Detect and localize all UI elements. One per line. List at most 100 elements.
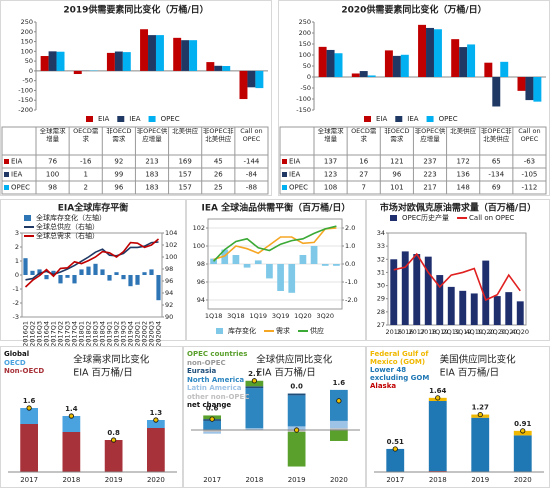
table-header-cell-box: 非OECD需求 bbox=[384, 128, 409, 142]
legend-label: Non-OECD bbox=[4, 367, 45, 375]
bar bbox=[239, 70, 248, 100]
y2-tick-label: 104 bbox=[165, 229, 177, 237]
bar bbox=[155, 35, 164, 71]
x-tick-label: 2019Q1 bbox=[106, 321, 114, 347]
table-cell: 136 bbox=[456, 171, 470, 179]
table-header-cell-box: Call on OPEC bbox=[518, 128, 540, 142]
x-tick-label: 3Q19 bbox=[272, 312, 290, 320]
bar bbox=[447, 286, 455, 325]
legend-label: 全球库存变化（左轴） bbox=[36, 213, 106, 222]
chart-title: 全球需求同比变化 bbox=[73, 354, 150, 366]
legend-swatch bbox=[117, 116, 125, 122]
bar bbox=[525, 77, 534, 101]
y-tick-label: -2 bbox=[13, 299, 19, 307]
total-marker bbox=[435, 395, 441, 401]
bar bbox=[277, 264, 284, 291]
table-cell: 223 bbox=[423, 171, 436, 179]
table-header-cell: 非OPEC供应增量 bbox=[414, 128, 446, 143]
data-label: 1.4 bbox=[65, 405, 78, 413]
bar-segment bbox=[245, 388, 264, 429]
line bbox=[213, 225, 337, 262]
table-cell: 1 bbox=[83, 171, 87, 179]
data-label: 0.6 bbox=[206, 404, 219, 412]
y-tick-label: 28 bbox=[377, 308, 385, 316]
legend-label: IEA bbox=[407, 115, 418, 123]
bar bbox=[40, 56, 49, 71]
y-tick-label: 96 bbox=[197, 278, 205, 286]
bar bbox=[222, 66, 231, 71]
chart-title: 2020供需要素同比变化（万桶/日） bbox=[341, 4, 486, 16]
table-cell: 16 bbox=[359, 158, 368, 166]
x-tick-label: 2017Q4 bbox=[71, 321, 79, 347]
bar bbox=[310, 246, 318, 264]
bar bbox=[426, 27, 434, 77]
legend-item: 全球总需求（右轴） bbox=[24, 231, 99, 240]
y2-tick-label: 92 bbox=[165, 301, 173, 309]
legend-label-box: Global bbox=[4, 350, 29, 358]
table-row-label: EIA bbox=[289, 158, 300, 166]
x-tick-label: 3Q20 bbox=[316, 312, 334, 320]
bar bbox=[401, 251, 409, 325]
legend-label-box: Eurasia bbox=[187, 367, 216, 375]
chart-subtitle: EIA 百万桶/日 bbox=[440, 367, 500, 379]
bar bbox=[79, 269, 84, 275]
x-tick-label: 2018 bbox=[429, 476, 447, 484]
legend-item: 库存变化 bbox=[216, 326, 256, 335]
bar bbox=[214, 65, 223, 71]
y2-tick-label: 1.0 bbox=[345, 242, 355, 250]
y-tick-label: 94 bbox=[197, 296, 205, 304]
legend-item: 全球总供应（右轴） bbox=[24, 222, 99, 231]
x-tick-label: 2017 bbox=[203, 476, 221, 484]
bar-segment bbox=[330, 389, 348, 421]
x-tick-label: 2Q20 bbox=[488, 328, 506, 336]
y-tick-label: 34 bbox=[377, 229, 385, 237]
bar-segment bbox=[287, 431, 306, 467]
bar bbox=[247, 70, 256, 88]
legend-label: 需求 bbox=[276, 326, 290, 335]
legend-item: 供应 bbox=[298, 326, 324, 335]
y2-tick-label: 98 bbox=[165, 265, 173, 273]
plot-frame bbox=[387, 232, 527, 326]
x-tick-label: 2017 bbox=[386, 476, 404, 484]
table-header-cell: 非OPEC供应增量 bbox=[136, 128, 168, 143]
table-cell: 2 bbox=[83, 184, 87, 192]
legend-label: 库存变化 bbox=[228, 326, 256, 335]
legend-label-box: North America bbox=[187, 376, 244, 384]
x-tick-label: 2016Q4 bbox=[43, 321, 51, 347]
bar bbox=[121, 275, 126, 280]
bar bbox=[517, 77, 526, 91]
bar bbox=[100, 269, 105, 275]
y-tick-label: 1 bbox=[15, 257, 19, 265]
data-label: 1.27 bbox=[472, 404, 489, 412]
bar-segment bbox=[513, 435, 532, 472]
y-tick-label: 3 bbox=[15, 229, 19, 237]
x-tick-label: 2019 bbox=[288, 476, 306, 484]
table-row-label: OPEC bbox=[289, 184, 308, 192]
table-cell: -134 bbox=[488, 171, 504, 179]
chart-title: 市场对欧佩克原油需求量（百万桶/日） bbox=[380, 202, 536, 214]
bar-segment bbox=[330, 430, 348, 441]
bar bbox=[135, 275, 140, 285]
table-cell: 26 bbox=[214, 171, 223, 179]
bar bbox=[392, 55, 401, 77]
y-tick-label: 0 bbox=[15, 271, 19, 279]
bar bbox=[299, 255, 307, 264]
legend-item: OPEC bbox=[426, 115, 458, 123]
legend-swatch bbox=[282, 172, 287, 177]
bar bbox=[318, 46, 327, 77]
legend-swatch bbox=[4, 185, 9, 190]
table-header-cell: 非OECD需求 bbox=[106, 128, 132, 143]
x-tick-label: 2018Q2 bbox=[85, 321, 93, 347]
data-label: 1.6 bbox=[333, 379, 346, 387]
y-tick-label: -100 bbox=[18, 86, 33, 94]
bar-segment bbox=[245, 386, 264, 389]
bar-segment bbox=[287, 395, 306, 427]
x-tick-label: 2017Q3 bbox=[64, 321, 72, 347]
table-cell: 137 bbox=[324, 158, 337, 166]
bar bbox=[484, 62, 493, 77]
chart-subtitle: EIA 百万桶/日 bbox=[73, 367, 133, 379]
table-cell: 169 bbox=[178, 158, 191, 166]
legend-heading: non-OPEC bbox=[187, 358, 226, 367]
y-tick-label: 50 bbox=[25, 57, 33, 65]
bar-segment bbox=[20, 424, 38, 472]
